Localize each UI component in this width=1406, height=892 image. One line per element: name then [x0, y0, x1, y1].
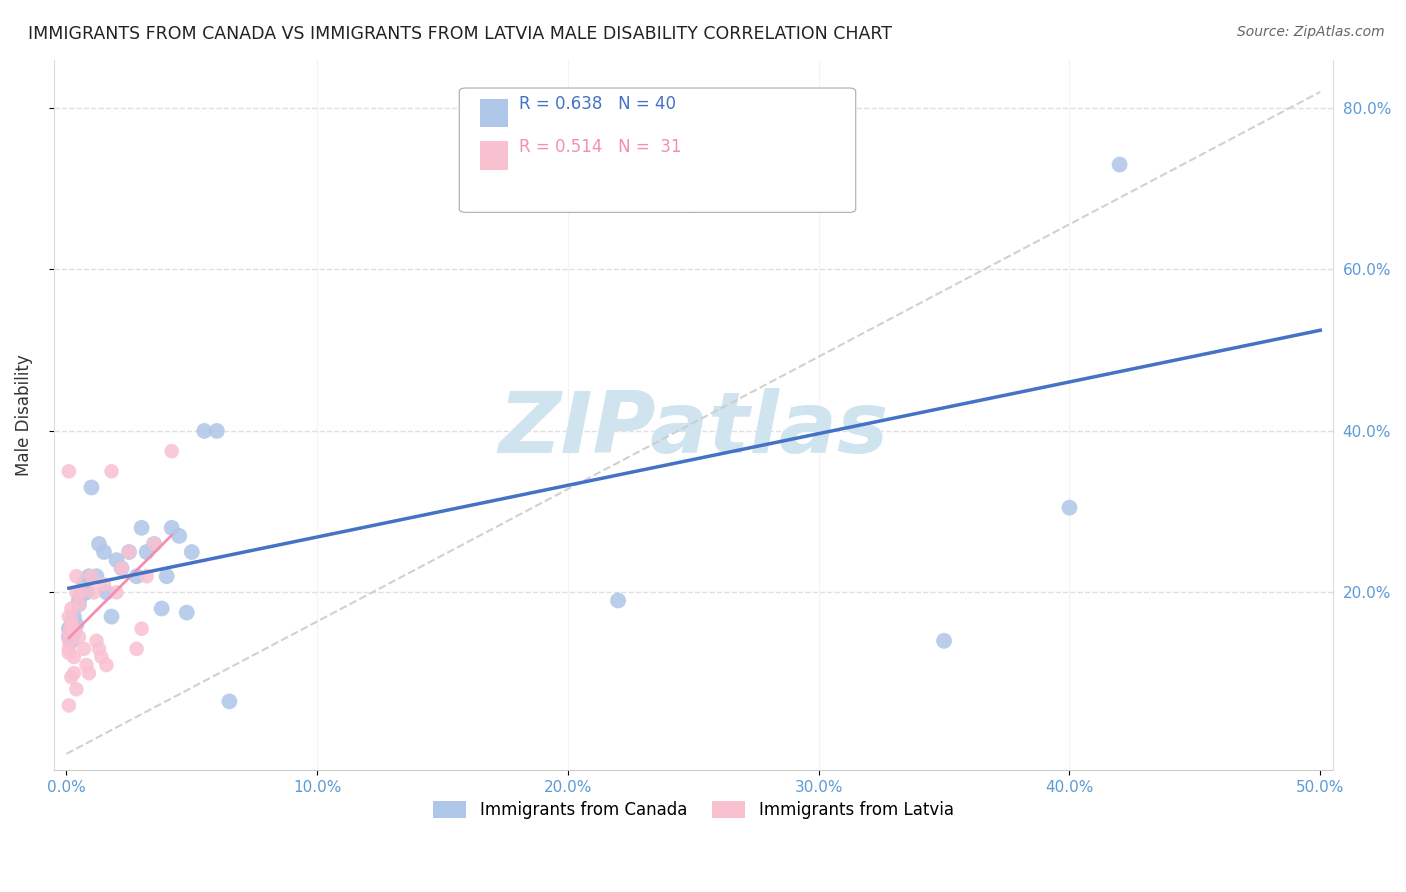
- Point: [932, 633, 955, 648]
- Point: [70, 585, 93, 599]
- Point: [180, 545, 202, 559]
- Point: [131, 622, 153, 636]
- Point: [143, 537, 166, 551]
- Point: [118, 545, 141, 559]
- Point: [135, 545, 157, 559]
- Point: [125, 641, 148, 656]
- Point: [100, 609, 122, 624]
- Point: [607, 593, 630, 607]
- Point: [63, 622, 86, 636]
- FancyBboxPatch shape: [460, 88, 856, 212]
- Point: [86, 633, 108, 648]
- Point: [65, 682, 87, 697]
- Point: [65, 585, 87, 599]
- Point: [58, 630, 80, 644]
- Point: [58, 622, 80, 636]
- Point: [150, 601, 173, 615]
- Point: [63, 609, 86, 624]
- Point: [176, 606, 198, 620]
- Point: [1108, 157, 1130, 171]
- Point: [218, 694, 240, 708]
- Point: [135, 569, 157, 583]
- Point: [67, 598, 90, 612]
- Point: [58, 641, 80, 656]
- Point: [110, 561, 132, 575]
- Point: [60, 601, 83, 615]
- Point: [682, 198, 704, 212]
- Point: [96, 585, 118, 599]
- Point: [87, 641, 110, 656]
- Legend: Immigrants from Canada, Immigrants from Latvia: Immigrants from Canada, Immigrants from …: [426, 794, 960, 826]
- Point: [105, 553, 128, 567]
- Point: [65, 617, 87, 632]
- Point: [77, 666, 100, 681]
- Point: [193, 424, 215, 438]
- FancyBboxPatch shape: [479, 141, 508, 169]
- Point: [58, 633, 80, 648]
- Point: [67, 630, 90, 644]
- Point: [83, 585, 105, 599]
- Point: [73, 641, 96, 656]
- Point: [1059, 500, 1081, 515]
- Text: IMMIGRANTS FROM CANADA VS IMMIGRANTS FROM LATVIA MALE DISABILITY CORRELATION CHA: IMMIGRANTS FROM CANADA VS IMMIGRANTS FRO…: [28, 25, 893, 43]
- Point: [58, 609, 80, 624]
- Point: [80, 480, 103, 494]
- Text: R = 0.514   N =  31: R = 0.514 N = 31: [519, 137, 682, 156]
- Point: [125, 569, 148, 583]
- Point: [105, 585, 128, 599]
- Point: [63, 625, 86, 640]
- Point: [75, 585, 97, 599]
- Point: [96, 658, 118, 673]
- Point: [65, 569, 87, 583]
- Point: [70, 585, 93, 599]
- Point: [58, 646, 80, 660]
- Point: [73, 577, 96, 591]
- Point: [118, 545, 141, 559]
- Point: [205, 424, 228, 438]
- Point: [90, 650, 112, 665]
- Point: [86, 569, 108, 583]
- Point: [58, 464, 80, 478]
- Text: ZIPatlas: ZIPatlas: [498, 387, 889, 470]
- Point: [60, 617, 83, 632]
- Point: [67, 593, 90, 607]
- Point: [160, 521, 183, 535]
- Point: [93, 545, 115, 559]
- Point: [87, 537, 110, 551]
- Point: [58, 625, 80, 640]
- Point: [63, 666, 86, 681]
- Point: [100, 464, 122, 478]
- Point: [60, 633, 83, 648]
- Point: [80, 569, 103, 583]
- Point: [67, 598, 90, 612]
- Point: [77, 569, 100, 583]
- Point: [156, 569, 179, 583]
- Point: [75, 658, 97, 673]
- Point: [143, 537, 166, 551]
- Point: [60, 614, 83, 628]
- Point: [60, 617, 83, 632]
- Text: R = 0.638   N = 40: R = 0.638 N = 40: [519, 95, 676, 113]
- Point: [60, 622, 83, 636]
- Point: [58, 698, 80, 713]
- Point: [131, 521, 153, 535]
- Text: Source: ZipAtlas.com: Source: ZipAtlas.com: [1237, 25, 1385, 39]
- Point: [60, 670, 83, 684]
- Point: [93, 577, 115, 591]
- Point: [110, 561, 132, 575]
- Point: [167, 529, 190, 543]
- Point: [63, 650, 86, 665]
- FancyBboxPatch shape: [479, 99, 508, 127]
- Point: [160, 444, 183, 458]
- Y-axis label: Male Disability: Male Disability: [15, 354, 32, 475]
